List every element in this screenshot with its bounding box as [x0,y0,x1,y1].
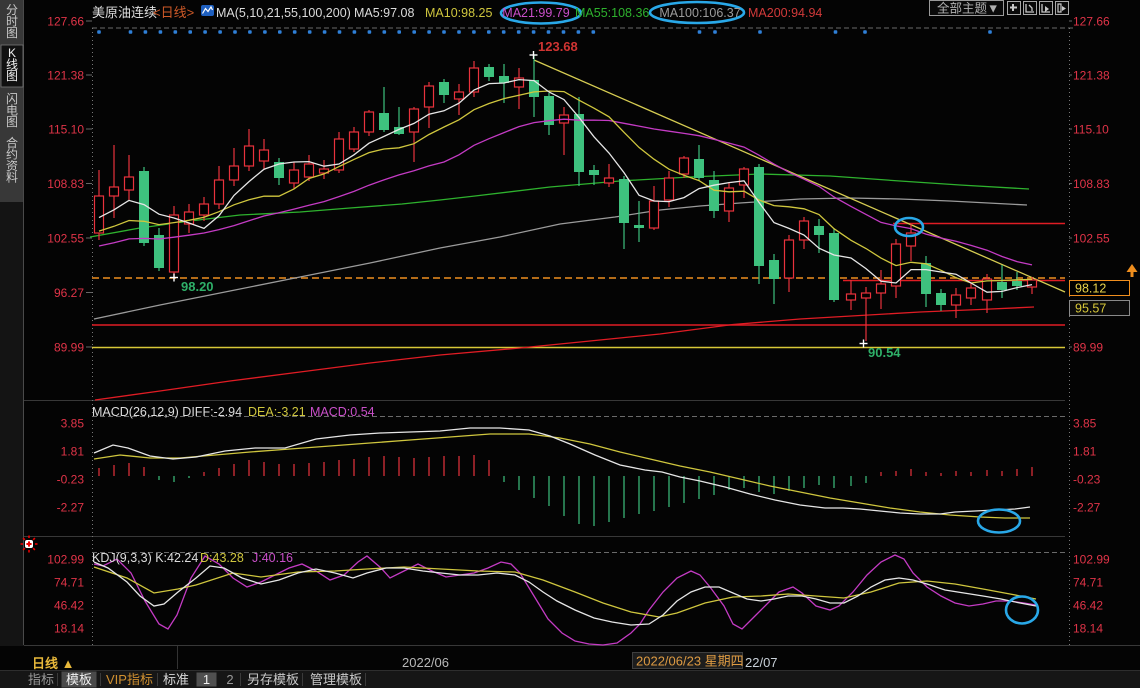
svg-text:-2.27: -2.27 [57,501,85,515]
svg-text:时: 时 [6,15,18,29]
svg-text:102.99: 102.99 [1073,553,1110,567]
svg-text:1.81: 1.81 [61,445,85,459]
svg-text:线: 线 [6,58,18,72]
svg-text:约: 约 [6,147,18,162]
svg-text:DEA:-3.21: DEA:-3.21 [248,405,306,419]
svg-text:日线 ▲: 日线 ▲ [32,656,74,671]
svg-text:96.27: 96.27 [54,286,84,300]
svg-text:115.10: 115.10 [1073,123,1109,137]
svg-text:J:40.16: J:40.16 [252,551,293,565]
svg-text:102.55: 102.55 [1073,232,1110,246]
svg-text:MA21:99.79: MA21:99.79 [502,6,569,20]
svg-text:电: 电 [6,104,18,118]
svg-text:资: 资 [6,159,18,173]
svg-text:-0.23: -0.23 [57,473,85,487]
svg-text:123.68: 123.68 [538,39,578,54]
svg-text:22/07: 22/07 [745,655,778,670]
svg-text:美原油连续: 美原油连续 [92,5,157,20]
svg-text:标准: 标准 [163,672,189,687]
svg-text:89.99: 89.99 [54,341,84,355]
svg-text:合: 合 [6,135,18,150]
svg-text:3.85: 3.85 [61,417,85,431]
svg-text:74.71: 74.71 [1073,576,1103,590]
svg-text:全部主题▼: 全部主题▼ [937,1,999,16]
svg-text:2: 2 [226,672,233,687]
svg-text:VIP指标: VIP指标 [106,672,153,687]
svg-text:MA5:97.08: MA5:97.08 [354,6,415,20]
svg-text:3.85: 3.85 [1073,417,1097,431]
svg-text:108.83: 108.83 [47,177,84,191]
svg-text:指标: 指标 [28,672,54,687]
svg-text:模板: 模板 [66,672,92,687]
svg-text:90.54: 90.54 [868,345,901,360]
svg-text:<日线>: <日线> [153,5,194,20]
svg-text:46.42: 46.42 [54,599,84,613]
svg-text:89.99: 89.99 [1073,341,1103,355]
svg-text:D:43.28: D:43.28 [200,551,244,565]
svg-text:1.81: 1.81 [1073,445,1097,459]
svg-text:分: 分 [6,3,18,17]
svg-text:98.12: 98.12 [1075,282,1106,296]
svg-text:102.55: 102.55 [47,232,84,246]
svg-text:102.99: 102.99 [47,553,84,567]
svg-text:127.66: 127.66 [1073,15,1110,29]
svg-text:KDJ(9,3,3) K:42.24: KDJ(9,3,3) K:42.24 [92,551,198,565]
svg-text:MA10:98.25: MA10:98.25 [425,6,492,20]
svg-text:图: 图 [6,26,18,40]
svg-text:127.66: 127.66 [47,15,84,29]
svg-text:-2.27: -2.27 [1073,501,1101,515]
svg-text:46.42: 46.42 [1073,599,1103,613]
svg-text:MACD:0.54: MACD:0.54 [310,405,375,419]
svg-text:18.14: 18.14 [1073,622,1103,636]
svg-text:95.57: 95.57 [1075,302,1106,316]
svg-text:108.83: 108.83 [1073,177,1110,191]
svg-text:74.71: 74.71 [54,576,84,590]
svg-text:121.38: 121.38 [47,69,84,83]
svg-text:98.20: 98.20 [181,279,214,294]
svg-text:115.10: 115.10 [48,123,84,137]
svg-text:-0.23: -0.23 [1073,473,1101,487]
svg-text:料: 料 [6,171,18,185]
svg-text:K: K [8,46,16,60]
svg-text:MA(5,10,21,55,100,200): MA(5,10,21,55,100,200) [216,6,351,20]
svg-text:图: 图 [6,115,18,129]
svg-text:1: 1 [203,672,210,687]
svg-text:2022/06: 2022/06 [402,655,449,670]
svg-text:2022/06/23 星期四: 2022/06/23 星期四 [636,654,744,669]
svg-text:MA200:94.94: MA200:94.94 [748,6,822,20]
svg-text:图: 图 [6,69,18,83]
svg-text:MA100:106.37: MA100:106.37 [659,6,740,20]
svg-text:MACD(26,12,9) DIFF:-2.94: MACD(26,12,9) DIFF:-2.94 [92,405,242,419]
svg-text:闪: 闪 [6,92,18,106]
svg-text:管理模板: 管理模板 [310,672,362,687]
svg-text:另存模板: 另存模板 [247,672,299,687]
svg-text:121.38: 121.38 [1073,69,1110,83]
svg-text:18.14: 18.14 [54,622,84,636]
svg-text:MA55:108.36: MA55:108.36 [575,6,649,20]
